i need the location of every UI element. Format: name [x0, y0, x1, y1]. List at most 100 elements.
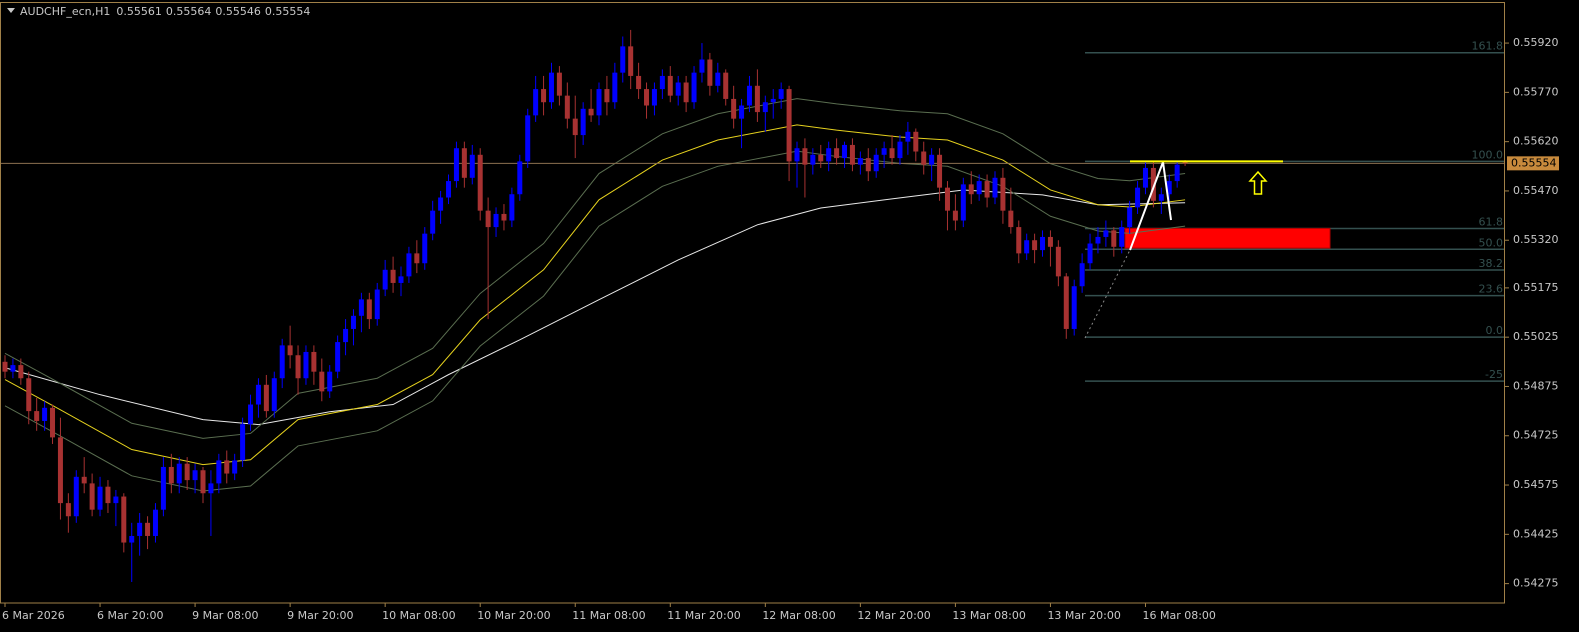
candle-body: [1158, 194, 1164, 201]
candle-body: [105, 486, 111, 504]
candle-body: [350, 315, 356, 329]
candle-body: [1095, 236, 1101, 244]
candle-body: [596, 89, 602, 116]
candle-layer: [2, 29, 1188, 582]
candle-body: [1111, 230, 1117, 247]
candle-body: [176, 463, 182, 484]
candle-body: [541, 89, 547, 103]
candle-body: [390, 269, 396, 283]
candle-body: [168, 466, 174, 484]
candle-body: [335, 342, 341, 372]
fib-label: 61.8: [1479, 216, 1504, 229]
candle-body: [319, 371, 325, 392]
x-tick-label: 13 Mar 20:00: [1047, 609, 1120, 622]
candle-body: [1071, 286, 1077, 329]
candle-body: [414, 253, 420, 264]
candle-body: [295, 355, 301, 379]
candle-body: [834, 148, 840, 159]
candle-body: [485, 210, 491, 228]
candle-body: [129, 535, 135, 543]
candle-body: [279, 345, 285, 379]
candle-body: [1016, 227, 1022, 254]
candle-body: [826, 148, 832, 162]
candle-body: [1040, 236, 1046, 251]
bid-label: 0.55554: [1511, 156, 1557, 169]
candle-body: [857, 158, 863, 165]
candle-body: [493, 213, 499, 228]
candle-body: [691, 72, 697, 103]
x-tick-label: 9 Mar 20:00: [287, 609, 353, 622]
candle-body: [311, 351, 317, 372]
candle-body: [1150, 167, 1156, 201]
candle-body: [446, 181, 452, 198]
candle-body: [422, 233, 428, 264]
candle-body: [620, 46, 626, 73]
candle-body: [263, 384, 269, 412]
x-tick-label: 12 Mar 08:00: [762, 609, 835, 622]
candle-body: [667, 75, 673, 96]
candle-body: [430, 210, 436, 234]
candle-body: [651, 89, 657, 106]
candle-body: [588, 108, 594, 116]
moving-average: [4, 98, 1186, 439]
candle-body: [255, 384, 261, 405]
y-tick-label: 0.54875: [1513, 379, 1559, 392]
candle-body: [287, 345, 293, 356]
candle-body: [1135, 187, 1141, 208]
y-tick-label: 0.54275: [1513, 577, 1559, 590]
moving-average: [4, 150, 1186, 492]
candle-body: [200, 470, 206, 494]
fib-anchor-line: [1084, 249, 1131, 339]
candle-body: [26, 378, 32, 412]
candle-body: [184, 463, 190, 481]
candle-body: [897, 141, 903, 159]
fib-label: 23.6: [1479, 283, 1504, 296]
candle-body: [42, 407, 48, 421]
y-tick-label: 0.55175: [1513, 281, 1559, 294]
x-tick-label: 10 Mar 20:00: [477, 609, 550, 622]
candle-body: [881, 148, 887, 155]
candle-body: [192, 470, 198, 481]
candle-body: [794, 148, 800, 162]
candle-body: [65, 503, 71, 517]
candle-body: [121, 496, 127, 543]
x-tick-label: 9 Mar 08:00: [192, 609, 258, 622]
candle-body: [921, 151, 927, 165]
candle-body: [73, 476, 79, 517]
x-tick-label: 11 Mar 08:00: [572, 609, 645, 622]
candle-body: [438, 197, 444, 211]
candle-body: [327, 371, 333, 392]
zone: [1124, 227, 1331, 249]
overlay-layer: [1084, 160, 1283, 339]
x-tick-label: 10 Mar 08:00: [382, 609, 455, 622]
menu-triangle: [7, 8, 15, 13]
candle-body: [604, 89, 610, 103]
candle-body: [992, 177, 998, 198]
header-open: 0.55561: [116, 5, 162, 18]
candle-body: [707, 59, 713, 86]
candle-body: [929, 154, 935, 165]
candle-body: [477, 154, 483, 211]
candle-body: [976, 181, 982, 195]
x-tick-label: 11 Mar 20:00: [667, 609, 740, 622]
candle-body: [89, 483, 95, 510]
candle-body: [50, 407, 56, 438]
x-tick-label: 6 Mar 2026: [2, 609, 65, 622]
candle-body: [501, 213, 507, 221]
candle-body: [303, 351, 309, 379]
candle-body: [358, 299, 364, 316]
candle-body: [469, 154, 475, 178]
candle-body: [509, 194, 515, 221]
candle-body: [343, 328, 349, 343]
candle-body: [145, 522, 151, 536]
candle-body: [57, 437, 63, 504]
moving-average: [4, 189, 1186, 426]
candle-body: [1103, 230, 1109, 237]
candle-body: [636, 75, 642, 90]
candle-body: [1024, 240, 1030, 254]
y-tick-label: 0.55025: [1513, 330, 1559, 343]
candle-body: [1127, 207, 1133, 228]
candle-body: [731, 98, 737, 119]
fib-label: 50.0: [1479, 236, 1504, 249]
